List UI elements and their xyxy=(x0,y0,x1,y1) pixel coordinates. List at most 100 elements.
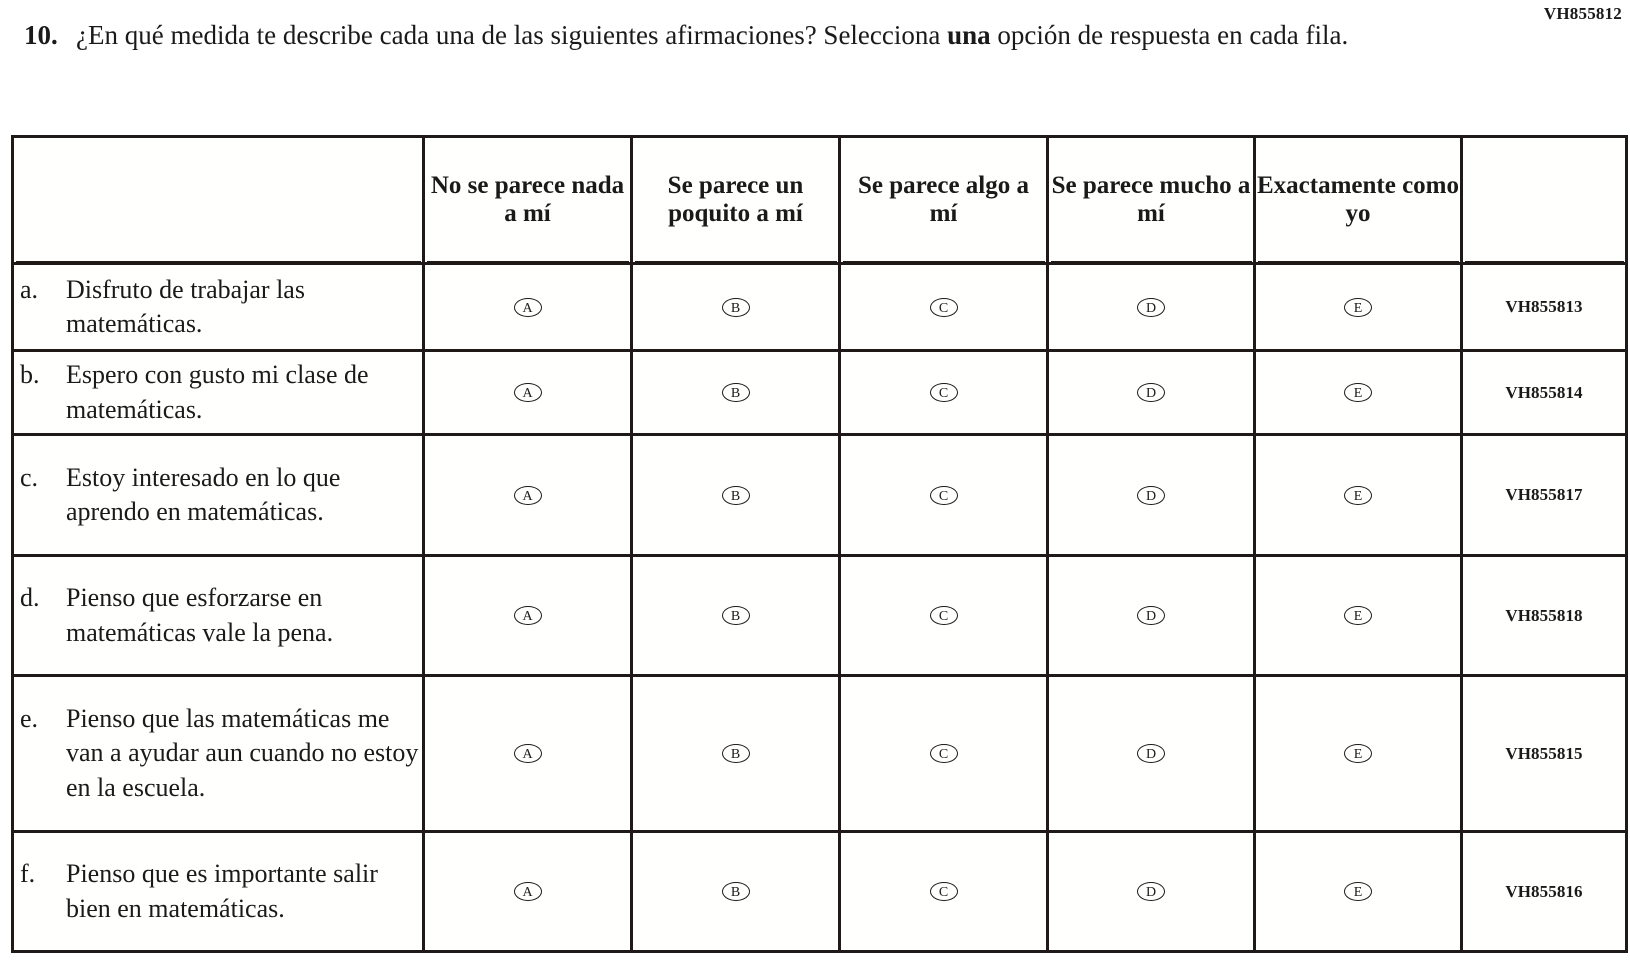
question-stem: 10. ¿En qué medida te describe cada una … xyxy=(24,18,1404,53)
bubble-B[interactable]: B xyxy=(721,297,750,317)
matrix-header-row: No se parece nada a mí Se parece un poqu… xyxy=(11,135,1628,265)
statement-text-e: Pienso que las matemáticas me van a ayud… xyxy=(66,704,419,802)
answer-option-c-2[interactable]: B xyxy=(630,433,841,557)
answer-option-f-5[interactable]: E xyxy=(1253,830,1463,953)
bubble-B[interactable]: B xyxy=(721,485,750,505)
answer-option-a-2[interactable]: B xyxy=(630,262,841,352)
header-blank-code xyxy=(1460,135,1628,265)
header-option-3: Se parece algo a mí xyxy=(838,135,1049,265)
bubble-C[interactable]: C xyxy=(929,882,958,901)
statement-letter-b: b. xyxy=(20,360,40,390)
header-option-5: Exactamente como yo xyxy=(1253,135,1463,265)
bubble-A[interactable]: A xyxy=(513,606,542,625)
table-row: e. Pienso que las matemáticas me van a a… xyxy=(11,674,1628,833)
question-text: ¿En qué medida te describe cada una de l… xyxy=(76,18,1404,53)
bubble-E[interactable]: E xyxy=(1344,383,1372,402)
answer-option-d-4[interactable]: D xyxy=(1046,554,1256,677)
statement-letter-c: c. xyxy=(20,462,39,492)
statement-cell-d: d. Pienso que esforzarse en matemáticas … xyxy=(11,554,425,677)
bubble-E[interactable]: E xyxy=(1344,297,1372,317)
bubble-E[interactable]: E xyxy=(1344,744,1372,763)
answer-option-b-3[interactable]: C xyxy=(838,349,1049,436)
bubble-A[interactable]: A xyxy=(513,744,542,763)
bubble-B[interactable]: B xyxy=(721,606,750,625)
bubble-D[interactable]: D xyxy=(1137,606,1165,625)
row-code-f: VH855816 xyxy=(1460,830,1628,953)
statement-letter-f: f. xyxy=(20,859,36,889)
answer-option-d-5[interactable]: E xyxy=(1253,554,1463,677)
response-matrix: No se parece nada a mí Se parece un poqu… xyxy=(11,135,1628,953)
bubble-C[interactable]: C xyxy=(929,606,958,625)
row-code-a: VH855813 xyxy=(1460,262,1628,352)
answer-option-e-4[interactable]: D xyxy=(1046,674,1256,833)
header-blank-stem xyxy=(11,135,425,265)
answer-option-a-1[interactable]: A xyxy=(422,262,633,352)
bubble-B[interactable]: B xyxy=(721,744,750,763)
statement-cell-f: f. Pienso que es importante salir bien e… xyxy=(11,830,425,953)
header-option-2: Se parece un poquito a mí xyxy=(630,135,841,265)
statement-cell-a: a. Disfruto de trabajar las matemáticas. xyxy=(11,262,425,352)
table-row: c. Estoy interesado en lo que aprendo en… xyxy=(11,433,1628,557)
statement-text-d: Pienso que esforzarse en matemáticas val… xyxy=(66,583,334,647)
bubble-D[interactable]: D xyxy=(1137,882,1165,901)
bubble-A[interactable]: A xyxy=(513,882,542,901)
bubble-E[interactable]: E xyxy=(1344,882,1372,901)
table-row: a. Disfruto de trabajar las matemáticas.… xyxy=(11,262,1628,352)
matrix-table: No se parece nada a mí Se parece un poqu… xyxy=(11,135,1628,953)
answer-option-c-1[interactable]: A xyxy=(422,433,633,557)
bubble-C[interactable]: C xyxy=(929,383,958,402)
answer-option-e-2[interactable]: B xyxy=(630,674,841,833)
answer-option-c-3[interactable]: C xyxy=(838,433,1049,557)
matrix-header: No se parece nada a mí Se parece un poqu… xyxy=(11,135,1628,265)
bubble-D[interactable]: D xyxy=(1137,297,1165,317)
answer-option-f-1[interactable]: A xyxy=(422,830,633,953)
statement-text-b: Espero con gusto mi clase de matemáticas… xyxy=(66,360,369,424)
answer-option-c-4[interactable]: D xyxy=(1046,433,1256,557)
question-number: 10. xyxy=(24,20,58,50)
bubble-D[interactable]: D xyxy=(1137,485,1165,505)
bubble-E[interactable]: E xyxy=(1344,485,1372,505)
answer-option-d-1[interactable]: A xyxy=(422,554,633,677)
bubble-D[interactable]: D xyxy=(1137,744,1165,763)
answer-option-b-1[interactable]: A xyxy=(422,349,633,436)
answer-option-d-3[interactable]: C xyxy=(838,554,1049,677)
statement-text-f: Pienso que es importante salir bien en m… xyxy=(66,859,378,923)
answer-option-e-3[interactable]: C xyxy=(838,674,1049,833)
answer-option-e-1[interactable]: A xyxy=(422,674,633,833)
answer-option-f-2[interactable]: B xyxy=(630,830,841,953)
answer-option-b-2[interactable]: B xyxy=(630,349,841,436)
bubble-A[interactable]: A xyxy=(513,297,542,317)
statement-letter-e: e. xyxy=(20,704,39,734)
statement-letter-a: a. xyxy=(20,274,39,304)
answer-option-f-3[interactable]: C xyxy=(838,830,1049,953)
row-code-b: VH855814 xyxy=(1460,349,1628,436)
bubble-C[interactable]: C xyxy=(929,744,958,763)
question-text-part2: opción de respuesta en cada fila. xyxy=(990,20,1349,50)
question-text-emphasis: una xyxy=(947,20,991,50)
answer-option-e-5[interactable]: E xyxy=(1253,674,1463,833)
answer-option-a-4[interactable]: D xyxy=(1046,262,1256,352)
answer-option-f-4[interactable]: D xyxy=(1046,830,1256,953)
statement-letter-d: d. xyxy=(20,583,40,613)
answer-option-a-3[interactable]: C xyxy=(838,262,1049,352)
question-text-part1: ¿En qué medida te describe cada una de l… xyxy=(76,20,948,50)
answer-option-b-5[interactable]: E xyxy=(1253,349,1463,436)
table-row: d. Pienso que esforzarse en matemáticas … xyxy=(11,554,1628,677)
page-item-code: VH855812 xyxy=(1543,4,1622,23)
statement-cell-b: b. Espero con gusto mi clase de matemáti… xyxy=(11,349,425,436)
answer-option-c-5[interactable]: E xyxy=(1253,433,1463,557)
answer-option-a-5[interactable]: E xyxy=(1253,262,1463,352)
answer-option-b-4[interactable]: D xyxy=(1046,349,1256,436)
bubble-C[interactable]: C xyxy=(929,297,958,317)
answer-option-d-2[interactable]: B xyxy=(630,554,841,677)
statement-cell-e: e. Pienso que las matemáticas me van a a… xyxy=(11,674,425,833)
bubble-E[interactable]: E xyxy=(1344,606,1372,625)
table-row: b. Espero con gusto mi clase de matemáti… xyxy=(11,349,1628,436)
bubble-B[interactable]: B xyxy=(721,882,750,901)
bubble-A[interactable]: A xyxy=(513,485,542,505)
bubble-C[interactable]: C xyxy=(929,485,958,505)
bubble-D[interactable]: D xyxy=(1137,383,1165,402)
bubble-B[interactable]: B xyxy=(721,383,750,402)
row-code-d: VH855818 xyxy=(1460,554,1628,677)
bubble-A[interactable]: A xyxy=(513,383,542,402)
